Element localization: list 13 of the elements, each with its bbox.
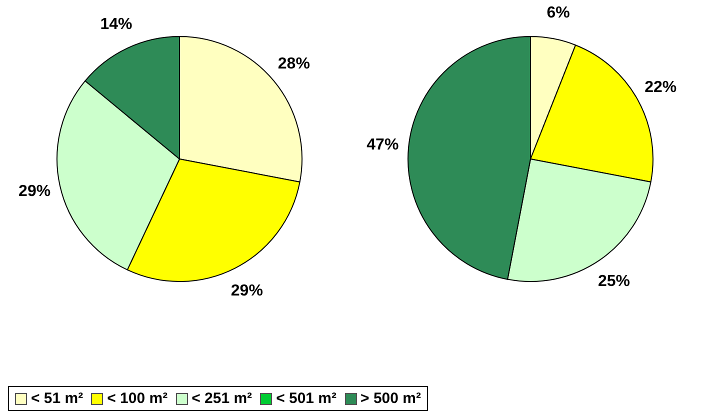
legend-label: < 51 m² (31, 390, 84, 407)
data-label: 6% (546, 4, 570, 22)
data-label: 47% (366, 136, 399, 154)
data-label: 14% (100, 16, 132, 34)
data-label: 29% (230, 282, 263, 300)
data-label: 29% (18, 182, 51, 200)
data-label: 22% (644, 78, 677, 96)
legend-label: < 251 m² (192, 390, 252, 407)
data-label: 25% (598, 273, 630, 290)
legend-label: > 500 m² (360, 390, 421, 407)
legend-label: < 501 m² (276, 390, 337, 407)
data-label: 28% (278, 56, 310, 73)
legend-label: < 100 m² (107, 390, 168, 407)
